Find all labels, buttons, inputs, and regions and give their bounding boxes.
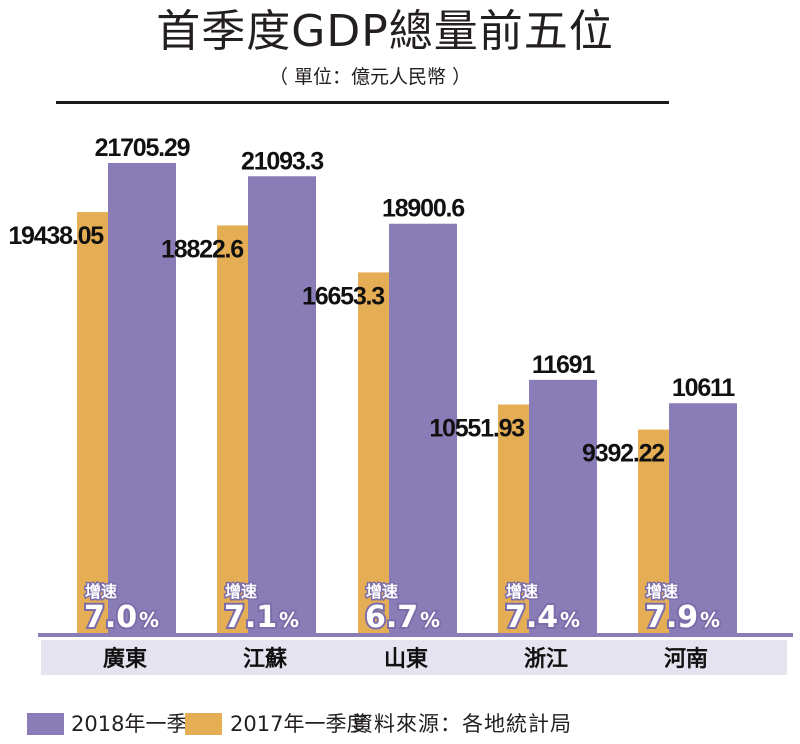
bar-2017 [498, 404, 529, 633]
growth-unit: % [279, 608, 299, 632]
bar-2017 [77, 212, 108, 633]
growth-unit: % [700, 608, 720, 632]
growth-unit: % [420, 608, 440, 632]
growth-unit: % [139, 608, 159, 632]
category-band [41, 640, 787, 675]
x-axis-baseline [38, 633, 793, 637]
growth-value: 7.9 [645, 600, 698, 635]
bar-chart: 21705.29 19438.05 21093.3 18822.6 18900.6 166… [8, 134, 793, 675]
value-label-2017: 18822.6 [161, 235, 243, 263]
value-label-2017: 16653.3 [302, 282, 384, 310]
growth-caption: 增速 [646, 582, 678, 601]
growth-caption: 增速 [366, 582, 398, 601]
value-label-2018: 11691 [532, 351, 595, 379]
category-label: 廣東 [103, 646, 147, 672]
bar-2018 [108, 163, 176, 633]
value-label-2018: 21705.29 [95, 134, 190, 162]
bar-2017 [638, 429, 669, 633]
bar-2018 [669, 403, 737, 633]
value-label-2018: 10611 [672, 374, 735, 402]
title-divider [56, 101, 669, 104]
value-labels-layer: 21705.29 19438.05 21093.3 18822.6 18900.6 166… [8, 134, 736, 468]
value-label-2017: 19438.05 [8, 222, 104, 250]
source-note: 資料來源：各地統計局 [352, 712, 572, 736]
growth-value: 6.7 [365, 600, 418, 635]
category-label: 山東 [384, 647, 428, 672]
value-label-2018: 21093.3 [241, 147, 323, 175]
growth-caption: 增速 [225, 582, 257, 601]
value-label-2017: 10551.93 [429, 415, 524, 443]
growth-unit: % [560, 608, 580, 632]
growth-caption: 增速 [85, 582, 117, 601]
bar-2017 [358, 272, 389, 633]
category-label: 浙江 [524, 647, 568, 672]
legend: 2018年一季度 2017年一季度 資料來源：各地統計局 [0, 710, 800, 738]
value-label-2018: 18900.6 [382, 195, 464, 223]
chart-subtitle: （ 單位：億元人民幣 ） [268, 66, 472, 88]
category-label: 江蘇 [243, 646, 287, 672]
bar-2018 [248, 176, 316, 634]
category-labels-layer: 廣東 江蘇 山東 浙江 河南 [103, 646, 708, 672]
bar-2018 [389, 223, 457, 633]
legend-swatch-2017 [185, 713, 222, 735]
value-label-2017: 9392.22 [582, 440, 664, 468]
category-label: 河南 [664, 647, 708, 672]
growth-value: 7.0 [84, 600, 137, 635]
growth-caption: 增速 [506, 582, 538, 601]
bar-2018 [529, 379, 597, 633]
growth-value: 7.4 [505, 600, 558, 635]
legend-label-2017: 2017年一季度 [230, 712, 368, 736]
bars-layer [77, 163, 737, 634]
growth-labels-layer: 增速7.0 %增速7.1 %增速6.7 %增速7.4 %增速7.9% [82, 581, 722, 638]
chart-title: 首季度GDP總量前五位 [156, 6, 614, 57]
legend-swatch-2018 [27, 713, 64, 735]
bar-2017 [217, 225, 248, 633]
growth-value: 7.1 [224, 600, 277, 635]
